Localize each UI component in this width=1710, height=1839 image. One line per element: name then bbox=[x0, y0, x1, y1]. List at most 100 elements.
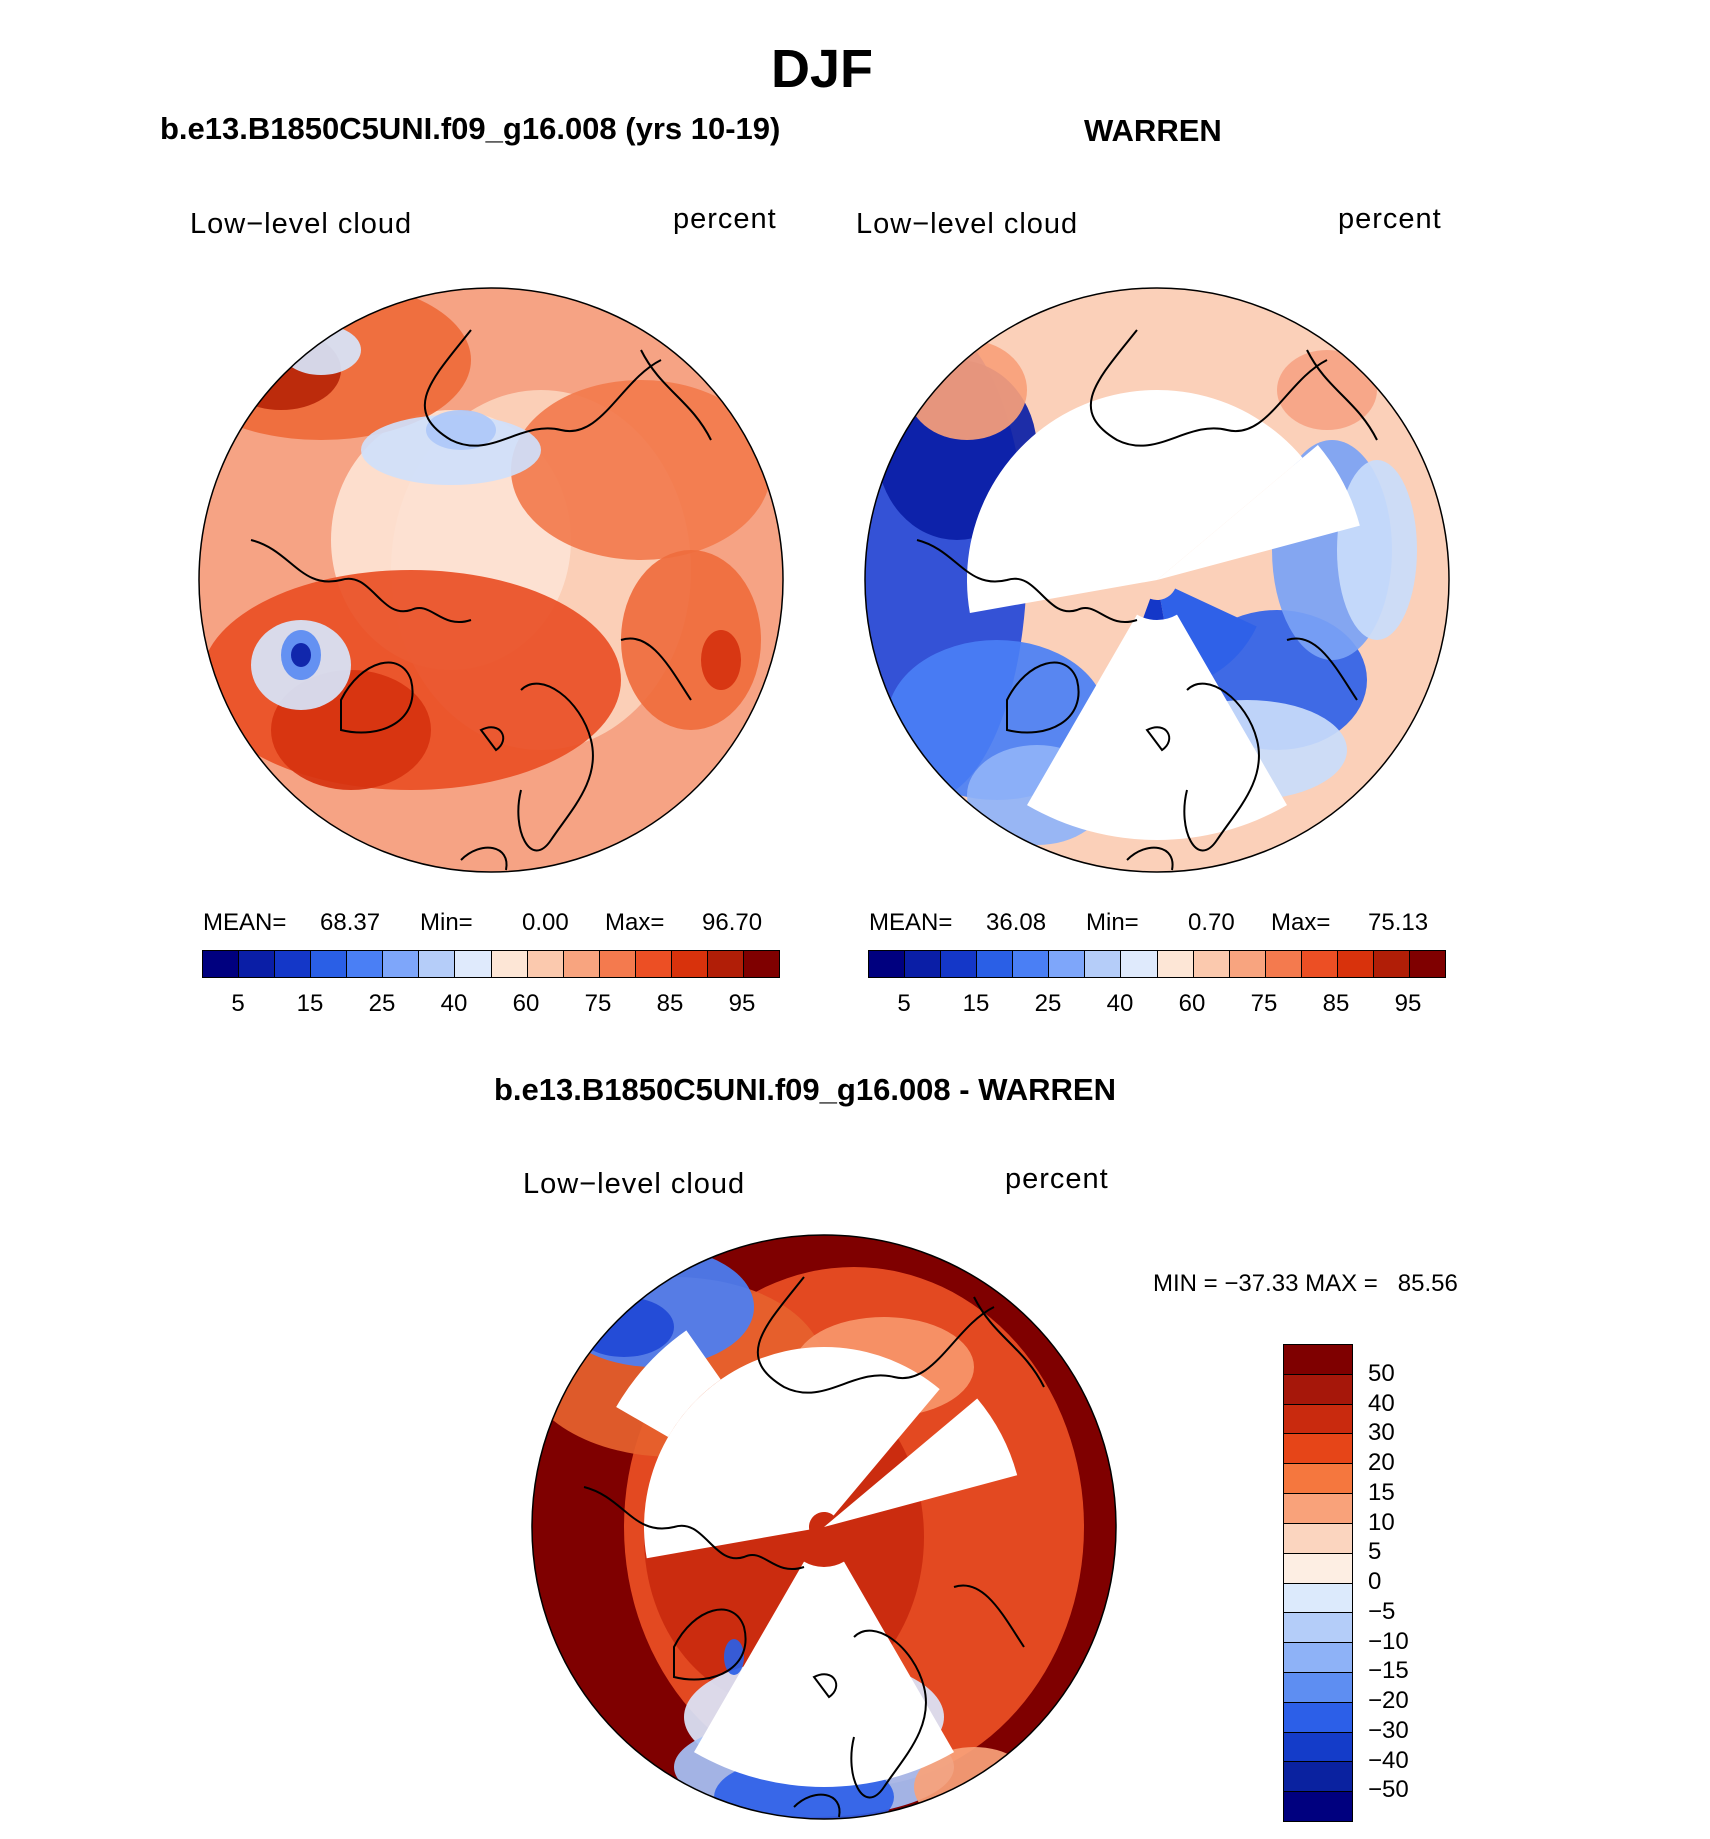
model-mean-value: 68.37 bbox=[320, 909, 381, 936]
colorbar-tick-label: 60 bbox=[1178, 990, 1206, 1017]
colorbar-swatch bbox=[1373, 951, 1410, 977]
coastline bbox=[812, 1673, 838, 1699]
missing-data-region bbox=[967, 389, 1303, 613]
map-border bbox=[531, 1234, 1117, 1820]
colorbar-swatch bbox=[1284, 1434, 1352, 1465]
obs-mean-value: 36.08 bbox=[986, 909, 1047, 936]
coastline bbox=[756, 1276, 995, 1394]
colorbar-tick-label: 95 bbox=[728, 990, 756, 1017]
colorbar-swatch bbox=[635, 951, 672, 977]
colorbar-swatch bbox=[383, 951, 420, 977]
colorbar-swatch bbox=[707, 951, 744, 977]
colorbar-swatch bbox=[563, 951, 600, 977]
obs-units-label: percent bbox=[1338, 203, 1442, 235]
colorbar-swatch bbox=[905, 951, 942, 977]
colorbar-swatch bbox=[1284, 1583, 1352, 1614]
model-min-value: 0.00 bbox=[522, 909, 569, 936]
coastline bbox=[479, 726, 505, 752]
coastline bbox=[250, 539, 472, 623]
colorbar-tick-label: 85 bbox=[1322, 990, 1350, 1017]
model-mean-label: MEAN= bbox=[203, 909, 287, 936]
obs-min-value: 0.70 bbox=[1188, 909, 1235, 936]
colorbar-swatch bbox=[527, 951, 564, 977]
field-region bbox=[291, 643, 311, 667]
colorbar-tick-label: 15 bbox=[962, 990, 990, 1017]
coastline bbox=[1145, 726, 1171, 752]
colorbar-swatch bbox=[1229, 951, 1266, 977]
main-title: DJF bbox=[770, 39, 873, 99]
model-max-label: Max= bbox=[605, 909, 665, 936]
diff-colorbar bbox=[1283, 1344, 1353, 1822]
colorbar-swatch bbox=[239, 951, 276, 977]
coastline bbox=[1126, 846, 1174, 871]
obs-map bbox=[864, 287, 1450, 873]
colorbar-tick-label: 10 bbox=[1368, 1508, 1395, 1536]
coastline bbox=[1006, 661, 1080, 734]
colorbar-swatch bbox=[941, 951, 978, 977]
colorbar-swatch bbox=[1284, 1732, 1352, 1763]
obs-mean-label: MEAN= bbox=[869, 909, 953, 936]
coastline bbox=[1089, 329, 1328, 447]
field-region bbox=[1337, 460, 1417, 640]
colorbar-swatch bbox=[455, 951, 492, 977]
colorbar-swatch bbox=[1193, 951, 1230, 977]
colorbar-swatch bbox=[599, 951, 636, 977]
colorbar-swatch bbox=[1284, 1672, 1352, 1703]
obs-variable-label: Low−level cloud bbox=[856, 208, 1079, 240]
colorbar-tick-label: 50 bbox=[1368, 1359, 1395, 1387]
field-region bbox=[361, 415, 541, 485]
colorbar-swatch bbox=[1301, 951, 1338, 977]
obs-panel-title: WARREN bbox=[1084, 113, 1222, 148]
coastline bbox=[460, 846, 508, 871]
colorbar-tick-label: −15 bbox=[1368, 1657, 1409, 1685]
colorbar-tick-label: 0 bbox=[1368, 1568, 1382, 1595]
colorbar-swatch bbox=[311, 951, 348, 977]
field-region bbox=[426, 410, 496, 450]
colorbar-swatch bbox=[671, 951, 708, 977]
coastline bbox=[517, 682, 594, 852]
colorbar-tick-label: −20 bbox=[1368, 1687, 1409, 1714]
model-panel-title: b.e13.B1850C5UNI.f09_g16.008 (yrs 10-19) bbox=[160, 111, 781, 146]
diff-map bbox=[531, 1234, 1117, 1820]
colorbar-swatch bbox=[1157, 951, 1194, 977]
colorbar-swatch bbox=[1265, 951, 1302, 977]
coastline bbox=[1286, 637, 1358, 701]
diff-minmax-text: MIN = −37.33 MAX = 85.56 bbox=[1153, 1270, 1458, 1297]
colorbar-swatch bbox=[203, 951, 240, 977]
colorbar-tick-label: 5 bbox=[897, 990, 911, 1017]
colorbar-tick-label: 15 bbox=[296, 990, 324, 1017]
coastline bbox=[583, 1486, 805, 1570]
colorbar-tick-label: 5 bbox=[1368, 1538, 1382, 1566]
model-max-value: 96.70 bbox=[702, 909, 763, 936]
coastline bbox=[793, 1793, 841, 1818]
map-fill bbox=[865, 288, 1449, 872]
colorbar-tick-label: 20 bbox=[1368, 1449, 1395, 1476]
colorbar-swatch bbox=[1284, 1494, 1352, 1524]
colorbar-swatch bbox=[1409, 951, 1445, 977]
colorbar-swatch bbox=[491, 951, 528, 977]
field-region bbox=[511, 380, 771, 560]
obs-colorbar bbox=[868, 950, 1446, 978]
colorbar-swatch bbox=[1121, 951, 1158, 977]
colorbar-swatch bbox=[1049, 951, 1086, 977]
colorbar-tick-label: 75 bbox=[1250, 990, 1278, 1017]
field-region bbox=[701, 630, 741, 690]
colorbar-swatch bbox=[347, 951, 384, 977]
colorbar-tick-label: 40 bbox=[1106, 990, 1134, 1017]
colorbar-swatch bbox=[1284, 1613, 1352, 1644]
missing-data-region bbox=[1157, 445, 1360, 580]
colorbar-tick-label: 30 bbox=[1368, 1419, 1395, 1447]
colorbar-swatch bbox=[1284, 1345, 1352, 1375]
coastline bbox=[673, 1608, 747, 1681]
colorbar-swatch bbox=[1085, 951, 1122, 977]
coastline bbox=[423, 329, 662, 447]
field-region bbox=[621, 550, 761, 730]
colorbar-swatch bbox=[1284, 1643, 1352, 1673]
colorbar-tick-label: −30 bbox=[1368, 1716, 1409, 1744]
colorbar-tick-label: −40 bbox=[1368, 1746, 1409, 1774]
colorbar-swatch bbox=[419, 951, 456, 977]
diff-panel-title: b.e13.B1850C5UNI.f09_g16.008 - WARREN bbox=[494, 1072, 1116, 1107]
colorbar-swatch bbox=[743, 951, 779, 977]
colorbar-tick-label: 75 bbox=[584, 990, 612, 1017]
missing-data-region bbox=[616, 1330, 721, 1437]
